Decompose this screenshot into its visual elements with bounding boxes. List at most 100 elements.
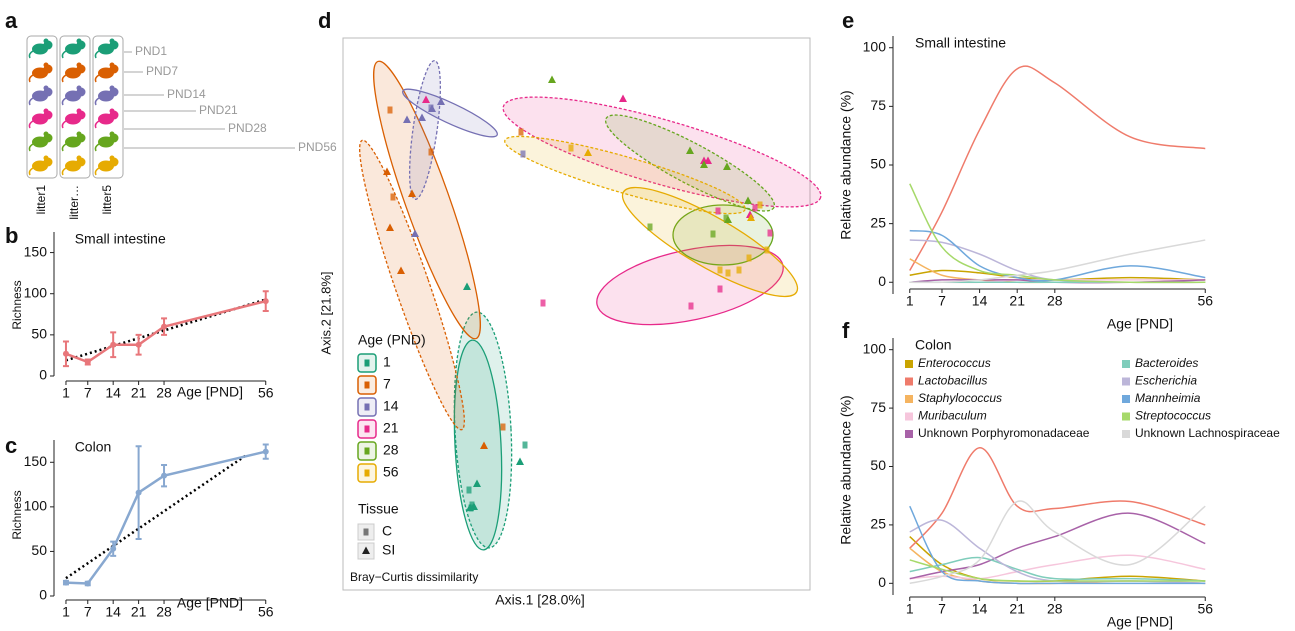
- point-colon: [715, 207, 721, 215]
- point-colon: [688, 302, 694, 310]
- point-colon: [647, 223, 653, 231]
- legend-label: Muribaculum: [918, 409, 987, 423]
- y-tick-label: 0: [39, 587, 47, 603]
- mouse-icon: [28, 62, 53, 83]
- confidence-ellipse: [504, 135, 746, 215]
- x-tick-label: 28: [156, 385, 172, 401]
- point-si: [403, 115, 411, 123]
- mouse-tail: [61, 120, 67, 129]
- x-axis-label: Age [PND]: [1107, 316, 1173, 332]
- data-line: [65, 450, 267, 585]
- y-axis-label: Axis.2 [21.8%]: [318, 271, 333, 354]
- y-tick-label: 0: [39, 367, 47, 383]
- legend-swatch: [905, 360, 913, 368]
- point-colon: [717, 285, 723, 293]
- point-colon: [736, 266, 742, 274]
- abundance-curve: [909, 556, 1206, 582]
- y-axis-label: Richness: [10, 280, 24, 329]
- mouse-icon: [94, 85, 119, 106]
- x-axis-label: Age [PND]: [177, 595, 243, 611]
- x-axis-label: Age [PND]: [177, 384, 243, 400]
- data-point: [62, 350, 69, 357]
- legend-label: Enterococcus: [918, 356, 991, 370]
- mouse-ear: [76, 155, 82, 161]
- abundance-curve: [909, 229, 1206, 282]
- legend-label: Bacteroides: [1135, 356, 1198, 370]
- legend-marker: [364, 403, 370, 411]
- abundance-curve: [909, 447, 1206, 549]
- mouse-icon: [94, 38, 119, 59]
- point-colon: [428, 148, 434, 156]
- legend-marker: [364, 425, 370, 433]
- legend-label: Escherichia: [1135, 374, 1197, 388]
- mouse-icon: [61, 38, 86, 59]
- point-si: [397, 266, 405, 274]
- point-si: [383, 167, 391, 175]
- y-tick-label: 25: [870, 214, 886, 230]
- legend-label: Unknown Porphyromonadaceae: [918, 426, 1090, 440]
- mouse-tail: [61, 97, 67, 106]
- legend-label: 14: [383, 398, 399, 414]
- mouse-icon: [28, 108, 53, 129]
- y-tick-label: 100: [24, 284, 48, 300]
- point-colon: [767, 229, 773, 237]
- litter-label: litter1: [34, 185, 48, 215]
- x-tick-label: 14: [105, 385, 121, 401]
- x-axis-label: Axis.1 [28.0%]: [495, 592, 585, 608]
- legend-title: Tissue: [358, 501, 399, 517]
- mouse-icon: [28, 155, 53, 176]
- mouse-ear: [43, 38, 49, 44]
- point-si: [516, 457, 524, 465]
- y-tick-label: 0: [878, 574, 886, 590]
- y-tick-label: 50: [870, 156, 886, 172]
- legend-label: Staphylococcus: [918, 391, 1002, 405]
- mouse-icon: [94, 131, 119, 152]
- legend-marker: [363, 528, 369, 536]
- confidence-ellipse: [604, 114, 776, 212]
- x-tick-label: 21: [1009, 601, 1025, 617]
- abundance-curve: [909, 512, 1206, 580]
- point-colon: [746, 254, 752, 262]
- x-tick-label: 7: [938, 293, 946, 309]
- y-tick-label: 100: [24, 498, 48, 514]
- y-tick-label: 150: [24, 453, 48, 469]
- mouse-icon: [61, 62, 86, 83]
- mouse-tail: [28, 167, 34, 176]
- point-colon: [466, 486, 472, 494]
- panel-letter: c: [5, 433, 17, 458]
- point-colon: [387, 106, 393, 114]
- mouse-ear: [109, 85, 115, 91]
- panel-title: Colon: [75, 439, 112, 455]
- mouse-ear: [109, 38, 115, 44]
- mouse-ear: [43, 131, 49, 137]
- panel-letter: d: [318, 8, 331, 33]
- point-si: [463, 282, 471, 290]
- legend-swatch: [1122, 412, 1130, 421]
- panel-letter: b: [5, 223, 18, 248]
- legend-swatch: [1122, 377, 1130, 386]
- mouse-tail: [28, 50, 34, 59]
- legend-label: C: [382, 523, 392, 539]
- legend-label: 1: [383, 354, 391, 370]
- x-tick-label: 21: [131, 385, 147, 401]
- confidence-ellipse: [621, 186, 799, 298]
- legend-label: 56: [383, 464, 399, 480]
- age-label: PND7: [146, 64, 178, 78]
- legend-swatch: [1122, 395, 1130, 403]
- y-tick-label: 50: [31, 542, 47, 558]
- mouse-icon: [61, 108, 86, 129]
- y-tick-label: 50: [31, 326, 47, 342]
- data-point: [84, 359, 91, 366]
- mouse-ear: [109, 131, 115, 137]
- point-si: [619, 94, 627, 102]
- y-tick-label: 75: [870, 97, 886, 113]
- mouse-icon: [94, 62, 119, 83]
- y-tick-label: 100: [863, 38, 887, 54]
- legend-swatch: [1122, 430, 1130, 438]
- mouse-ear: [43, 85, 49, 91]
- panel-letter: f: [842, 318, 850, 343]
- panel-title: Colon: [915, 337, 952, 353]
- point-colon: [469, 501, 475, 509]
- x-axis-label: Age [PND]: [1107, 614, 1173, 630]
- mouse-icon: [28, 131, 53, 152]
